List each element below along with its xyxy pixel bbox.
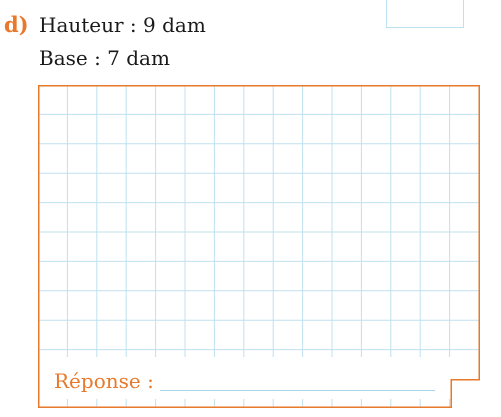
- drawing-grid[interactable]: [38, 85, 480, 408]
- answer-input-line[interactable]: [160, 390, 435, 391]
- exercise-letter: d): [4, 12, 29, 37]
- base-label: Base : 7 dam: [39, 46, 170, 70]
- grid-svg: [38, 85, 480, 408]
- answer-area: [39, 351, 451, 407]
- answer-ticks: [66, 351, 451, 407]
- corner-frame: [386, 0, 464, 28]
- answer-label: Réponse :: [54, 369, 154, 393]
- height-label: Hauteur : 9 dam: [39, 13, 206, 37]
- grid-border: [38, 85, 480, 408]
- grid-lines: [38, 85, 480, 380]
